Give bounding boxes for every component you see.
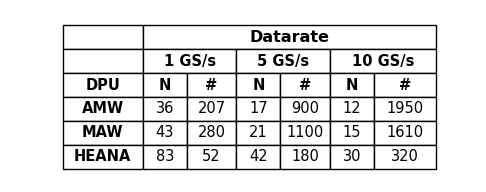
Bar bbox=[63, 73, 143, 97]
Text: 10 GS/s: 10 GS/s bbox=[351, 54, 414, 69]
Bar bbox=[330, 49, 435, 73]
Text: AMW: AMW bbox=[82, 101, 124, 116]
Text: 43: 43 bbox=[156, 125, 174, 140]
Bar bbox=[63, 25, 143, 49]
Bar bbox=[143, 97, 187, 121]
Text: 900: 900 bbox=[291, 101, 319, 116]
Text: Datarate: Datarate bbox=[249, 30, 329, 45]
Bar bbox=[187, 121, 236, 145]
Bar bbox=[187, 145, 236, 169]
Bar bbox=[374, 121, 435, 145]
Text: 21: 21 bbox=[249, 125, 268, 140]
Text: DPU: DPU bbox=[85, 78, 120, 93]
Bar bbox=[63, 97, 143, 121]
Bar bbox=[330, 73, 374, 97]
Bar bbox=[63, 49, 143, 73]
Text: N: N bbox=[158, 78, 171, 93]
Bar bbox=[143, 145, 187, 169]
Bar bbox=[187, 97, 236, 121]
Text: 42: 42 bbox=[249, 149, 268, 164]
Text: 1100: 1100 bbox=[287, 125, 324, 140]
Bar bbox=[280, 73, 330, 97]
Text: #: # bbox=[399, 78, 411, 93]
Bar bbox=[143, 73, 187, 97]
Text: 207: 207 bbox=[197, 101, 226, 116]
Text: HEANA: HEANA bbox=[74, 149, 131, 164]
Text: 5 GS/s: 5 GS/s bbox=[257, 54, 309, 69]
Text: N: N bbox=[252, 78, 264, 93]
Bar bbox=[143, 121, 187, 145]
Bar bbox=[330, 121, 374, 145]
Text: 1 GS/s: 1 GS/s bbox=[163, 54, 216, 69]
Text: 52: 52 bbox=[202, 149, 221, 164]
Bar bbox=[330, 97, 374, 121]
Bar bbox=[374, 145, 435, 169]
Text: MAW: MAW bbox=[82, 125, 123, 140]
Text: 15: 15 bbox=[343, 125, 361, 140]
Bar bbox=[236, 73, 280, 97]
Bar bbox=[330, 145, 374, 169]
Text: 1950: 1950 bbox=[386, 101, 423, 116]
Text: 83: 83 bbox=[156, 149, 174, 164]
Bar bbox=[236, 121, 280, 145]
Text: 180: 180 bbox=[291, 149, 319, 164]
Text: #: # bbox=[206, 78, 218, 93]
Bar bbox=[236, 49, 330, 73]
Text: 17: 17 bbox=[249, 101, 268, 116]
Bar bbox=[63, 145, 143, 169]
Bar bbox=[280, 121, 330, 145]
Text: #: # bbox=[299, 78, 312, 93]
Bar bbox=[236, 145, 280, 169]
Bar bbox=[374, 73, 435, 97]
Bar bbox=[280, 97, 330, 121]
Bar bbox=[143, 25, 435, 49]
Bar bbox=[143, 49, 236, 73]
Text: 36: 36 bbox=[156, 101, 174, 116]
Text: 12: 12 bbox=[343, 101, 361, 116]
Bar bbox=[280, 145, 330, 169]
Bar bbox=[236, 97, 280, 121]
Text: N: N bbox=[346, 78, 358, 93]
Text: 30: 30 bbox=[343, 149, 361, 164]
Bar bbox=[187, 73, 236, 97]
Text: 320: 320 bbox=[391, 149, 419, 164]
Text: 280: 280 bbox=[198, 125, 226, 140]
Text: 1610: 1610 bbox=[386, 125, 423, 140]
Bar bbox=[374, 97, 435, 121]
Bar bbox=[63, 121, 143, 145]
